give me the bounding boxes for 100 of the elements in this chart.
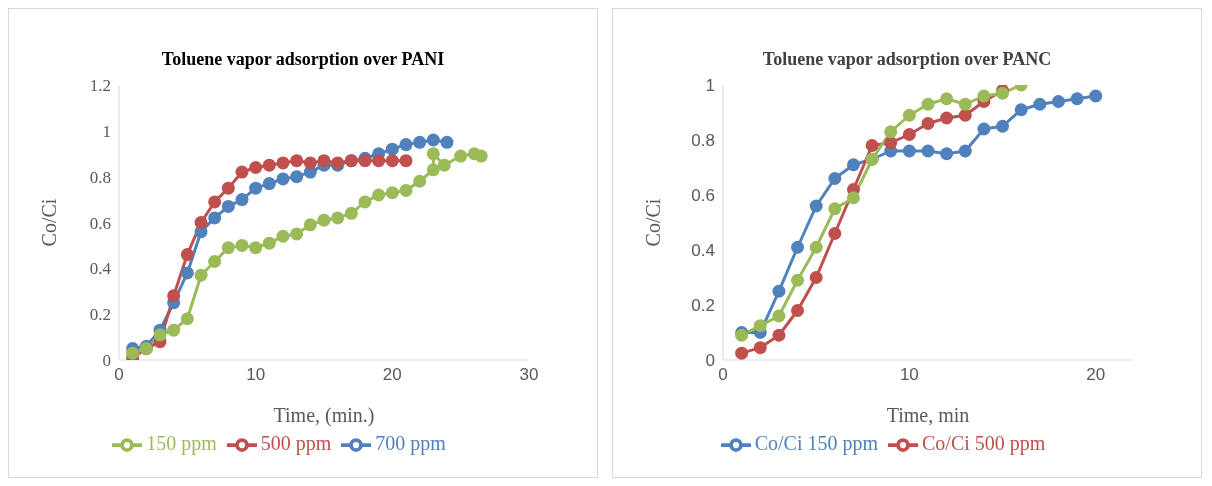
point [317, 213, 331, 227]
point [940, 111, 954, 125]
point [399, 183, 413, 197]
point [385, 142, 399, 156]
point [413, 174, 427, 188]
point [809, 199, 823, 213]
point [372, 154, 386, 168]
point [1070, 92, 1084, 106]
point [791, 304, 805, 317]
point [290, 170, 304, 184]
point [235, 193, 249, 207]
point [399, 138, 413, 152]
y-tick-label: 0.4 [691, 241, 715, 261]
point [194, 216, 208, 229]
point [958, 97, 972, 111]
point [167, 323, 181, 337]
point [440, 135, 454, 149]
point [902, 128, 916, 141]
point [426, 133, 440, 147]
x-tick-label: 0 [718, 365, 728, 385]
point [290, 154, 304, 168]
point [221, 241, 235, 255]
point [194, 268, 208, 282]
point [372, 188, 386, 202]
point [344, 206, 358, 220]
point [791, 273, 805, 287]
point [180, 248, 194, 262]
point [358, 195, 372, 209]
x-tick-label: 10 [899, 365, 919, 385]
y-tick-label: 0.8 [89, 167, 111, 187]
point [977, 122, 991, 136]
y-tick-label: 0.8 [691, 131, 715, 151]
point [276, 229, 290, 243]
point [221, 199, 235, 213]
point [249, 241, 263, 255]
point [331, 211, 345, 225]
point [791, 240, 805, 254]
point [884, 136, 898, 150]
point [262, 236, 276, 250]
y-tick-label: 0 [705, 351, 715, 371]
point [1014, 103, 1028, 117]
point [828, 227, 842, 240]
point [940, 147, 954, 161]
point [828, 172, 842, 185]
point [902, 108, 916, 122]
point [385, 186, 399, 200]
point [167, 289, 181, 303]
y-tick-label: 0.6 [691, 186, 715, 206]
point [753, 341, 767, 355]
y-tick-label: 0.6 [89, 213, 111, 233]
point [772, 284, 786, 298]
legend-label: 500 ppm [260, 431, 332, 454]
point [180, 312, 194, 326]
point [437, 158, 451, 172]
x-tick-label: 20 [1086, 365, 1106, 385]
y-tick-label: 0.4 [89, 259, 112, 279]
point [454, 149, 468, 163]
point [276, 172, 290, 186]
x-tick-label: 10 [246, 365, 266, 385]
point [921, 117, 935, 130]
point [180, 266, 194, 280]
y-tick-label: 1.2 [89, 76, 111, 96]
point [940, 92, 954, 106]
x-tick-label: 20 [382, 365, 402, 385]
point [1033, 97, 1047, 111]
y-tick-label: 1 [705, 76, 715, 96]
point [413, 135, 427, 149]
y-tick-label: 0.2 [89, 305, 111, 325]
point [249, 161, 263, 174]
point [921, 144, 935, 158]
point [753, 319, 767, 333]
point [208, 195, 222, 209]
point [921, 97, 935, 111]
y-tick-label: 0 [102, 351, 111, 371]
point [276, 156, 290, 170]
chart-title: Toluene vapor adsorption over PANI [160, 49, 446, 70]
point [262, 158, 276, 172]
point [249, 181, 263, 195]
point [884, 125, 898, 139]
y-tick-label: 1 [102, 121, 111, 141]
point [235, 165, 249, 179]
point [426, 147, 440, 161]
point [846, 191, 860, 205]
point [399, 154, 413, 168]
legend-label: 700 ppm [375, 431, 446, 454]
point [385, 154, 399, 168]
point [977, 89, 991, 103]
point [865, 139, 879, 152]
point [809, 240, 823, 254]
point [303, 156, 317, 170]
point [221, 181, 235, 195]
legend-label: Co/Ci 500 ppm [922, 431, 1046, 454]
point [317, 154, 331, 168]
point [846, 158, 860, 172]
point [290, 227, 304, 241]
point [208, 211, 222, 225]
chart-title: Toluene vapor adsorption over PANC [761, 49, 1053, 70]
legend-label: Co/Ci 150 ppm [754, 431, 878, 454]
x-axis-title: Time, (min.) [273, 404, 375, 427]
point [303, 218, 317, 232]
